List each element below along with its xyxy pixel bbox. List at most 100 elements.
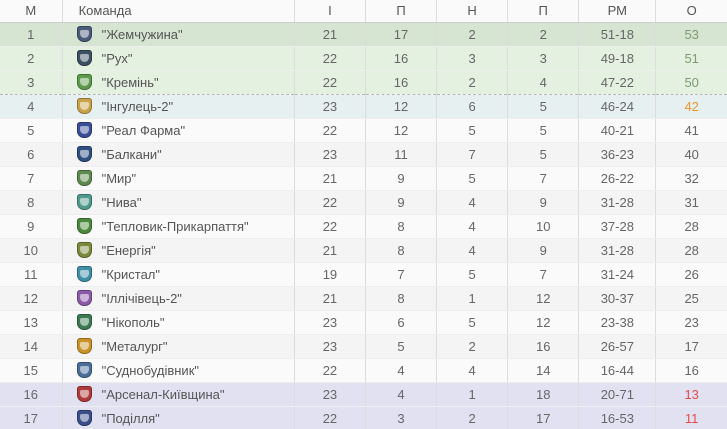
cell-goal-diff: 23-38: [578, 310, 657, 335]
cell-wins: 6: [365, 310, 438, 335]
cell-team[interactable]: "Рух": [62, 46, 295, 71]
table-row[interactable]: 13 "Нікополь" 23 6 5 12 23-38 23: [0, 310, 727, 335]
team-name-label: "Арсенал-Київщина": [101, 387, 225, 402]
table-row[interactable]: 3 "Кремінь" 22 16 2 4 47-22 50: [0, 70, 727, 95]
table-row[interactable]: 7 "Мир" 21 9 5 7 26-22 32: [0, 166, 727, 191]
club-crest-icon: [76, 74, 92, 90]
cell-wins: 4: [365, 358, 438, 383]
cell-points: 53: [655, 22, 727, 47]
table-row[interactable]: 8 "Нива" 22 9 4 9 31-28 31: [0, 190, 727, 215]
cell-points: 41: [655, 118, 727, 143]
cell-wins: 8: [365, 286, 438, 311]
cell-team[interactable]: "Нікополь": [62, 310, 295, 335]
cell-team[interactable]: "Мир": [62, 166, 295, 191]
table-row[interactable]: 12 "Іллічівець-2" 21 8 1 12 30-37 25: [0, 286, 727, 311]
cell-team[interactable]: "Арсенал-Київщина": [62, 382, 295, 407]
club-crest-icon: [76, 194, 92, 210]
cell-wins: 16: [365, 70, 438, 95]
cell-team[interactable]: "Суднобудівник": [62, 358, 295, 383]
cell-position: 2: [0, 46, 63, 71]
cell-points: 40: [655, 142, 727, 167]
club-crest-icon: [76, 410, 92, 426]
cell-games: 23: [294, 334, 366, 359]
column-header-wins[interactable]: П: [365, 0, 438, 23]
cell-team[interactable]: "Металург": [62, 334, 295, 359]
cell-team[interactable]: "Тепловик-Прикарпаття": [62, 214, 295, 239]
cell-team[interactable]: "Нива": [62, 190, 295, 215]
cell-games: 23: [294, 310, 366, 335]
cell-draws: 2: [436, 70, 509, 95]
club-crest-icon: [76, 266, 92, 282]
cell-draws: 3: [436, 46, 509, 71]
cell-wins: 12: [365, 118, 438, 143]
cell-points: 50: [655, 70, 727, 95]
table-row[interactable]: 14 "Металург" 23 5 2 16 26-57 17: [0, 334, 727, 359]
team-name-label: "Кристал": [101, 267, 160, 282]
cell-team[interactable]: "Жемчужина": [62, 22, 295, 47]
header-row: М Команда І П Н П РМ О: [0, 0, 727, 23]
cell-draws: 7: [436, 142, 509, 167]
team-name-label: "Нива": [101, 195, 142, 210]
table-row[interactable]: 6 "Балкани" 23 11 7 5 36-23 40: [0, 142, 727, 167]
cell-loses: 4: [507, 70, 580, 95]
cell-draws: 5: [436, 118, 509, 143]
column-header-loses[interactable]: П: [507, 0, 580, 23]
table-row[interactable]: 1 "Жемчужина" 21 17 2 2 51-18 53: [0, 22, 727, 47]
cell-goal-diff: 26-22: [578, 166, 657, 191]
cell-draws: 5: [436, 310, 509, 335]
cell-position: 17: [0, 406, 63, 429]
cell-draws: 4: [436, 238, 509, 263]
cell-loses: 12: [507, 286, 580, 311]
cell-team[interactable]: "Поділля": [62, 406, 295, 429]
cell-loses: 5: [507, 142, 580, 167]
table-row[interactable]: 11 "Кристал" 19 7 5 7 31-24 26: [0, 262, 727, 287]
column-header-goal-diff[interactable]: РМ: [578, 0, 657, 23]
cell-team[interactable]: "Кристал": [62, 262, 295, 287]
column-header-points[interactable]: О: [655, 0, 727, 23]
cell-position: 15: [0, 358, 63, 383]
cell-goal-diff: 40-21: [578, 118, 657, 143]
cell-goal-diff: 31-28: [578, 238, 657, 263]
cell-wins: 16: [365, 46, 438, 71]
cell-games: 23: [294, 94, 366, 119]
cell-points: 31: [655, 190, 727, 215]
cell-position: 6: [0, 142, 63, 167]
column-header-position[interactable]: М: [0, 0, 63, 23]
cell-team[interactable]: "Кремінь": [62, 70, 295, 95]
cell-goal-diff: 31-28: [578, 190, 657, 215]
cell-wins: 3: [365, 406, 438, 429]
cell-games: 23: [294, 142, 366, 167]
table-row[interactable]: 2 "Рух" 22 16 3 3 49-18 51: [0, 46, 727, 71]
cell-team[interactable]: "Інгулець-2": [62, 94, 295, 119]
cell-wins: 8: [365, 238, 438, 263]
table-row[interactable]: 5 "Реал Фарма" 22 12 5 5 40-21 41: [0, 118, 727, 143]
cell-wins: 5: [365, 334, 438, 359]
club-crest-icon: [76, 146, 92, 162]
cell-position: 11: [0, 262, 63, 287]
team-name-label: "Інгулець-2": [101, 99, 174, 114]
team-name-label: "Іллічівець-2": [101, 291, 182, 306]
cell-position: 4: [0, 94, 63, 119]
cell-position: 12: [0, 286, 63, 311]
table-row[interactable]: 16 "Арсенал-Київщина" 23 4 1 18 20-71 13: [0, 382, 727, 407]
column-header-draws[interactable]: Н: [436, 0, 509, 23]
club-crest-icon: [76, 290, 92, 306]
column-header-team[interactable]: Команда: [62, 0, 295, 23]
table-row[interactable]: 4 "Інгулець-2" 23 12 6 5 46-24 42: [0, 94, 727, 119]
cell-team[interactable]: "Іллічівець-2": [62, 286, 295, 311]
cell-games: 19: [294, 262, 366, 287]
cell-draws: 1: [436, 286, 509, 311]
cell-position: 14: [0, 334, 63, 359]
column-header-games[interactable]: І: [294, 0, 366, 23]
cell-team[interactable]: "Балкани": [62, 142, 295, 167]
table-row[interactable]: 15 "Суднобудівник" 22 4 4 14 16-44 16: [0, 358, 727, 383]
cell-goal-diff: 16-53: [578, 406, 657, 429]
table-row[interactable]: 10 "Енергія" 21 8 4 9 31-28 28: [0, 238, 727, 263]
cell-goal-diff: 26-57: [578, 334, 657, 359]
cell-games: 22: [294, 190, 366, 215]
cell-team[interactable]: "Реал Фарма": [62, 118, 295, 143]
cell-loses: 5: [507, 94, 580, 119]
cell-team[interactable]: "Енергія": [62, 238, 295, 263]
table-row[interactable]: 17 "Поділля" 22 3 2 17 16-53 11: [0, 406, 727, 429]
table-row[interactable]: 9 "Тепловик-Прикарпаття" 22 8 4 10 37-28 28: [0, 214, 727, 239]
